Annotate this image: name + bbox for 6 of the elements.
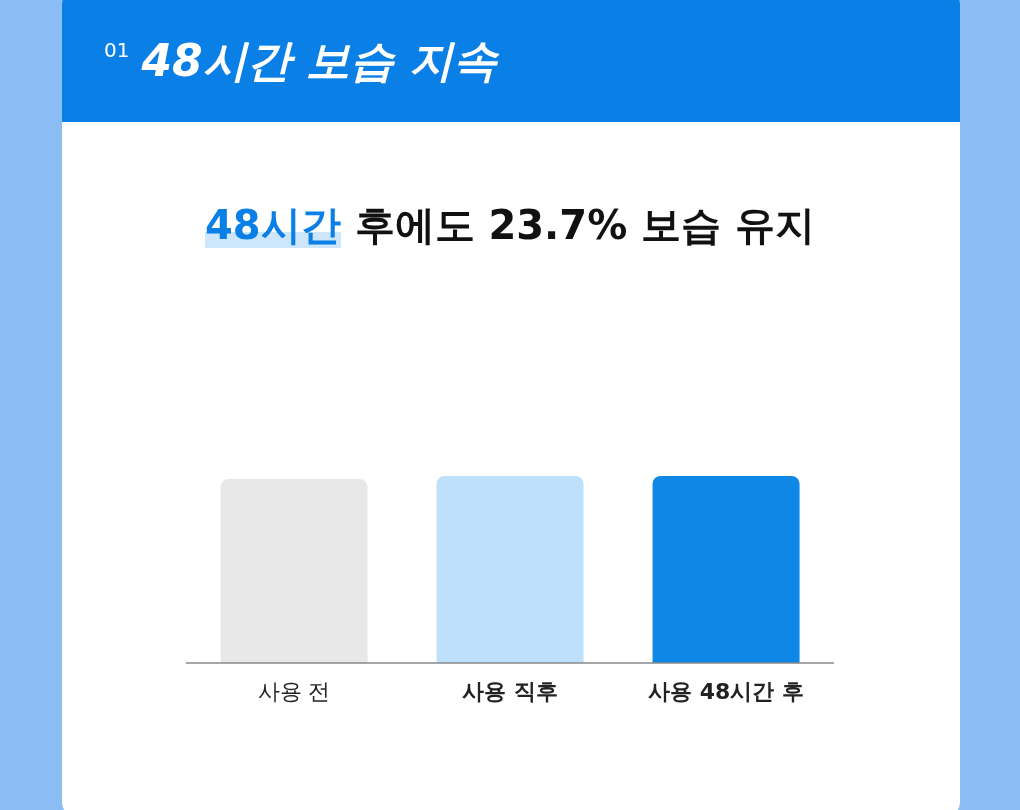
x-tick-label: 사용 전 bbox=[257, 679, 331, 704]
x-tick-label: 사용 48시간 후 bbox=[648, 679, 804, 704]
chart-title: 48시간 보습 지속 bbox=[141, 33, 498, 88]
text: 01 bbox=[104, 38, 130, 62]
x-tick-label: 사용 직후 bbox=[462, 679, 558, 704]
chart-subtitle: 48시간 후에도 23.7% 보습 유지 bbox=[204, 202, 816, 248]
